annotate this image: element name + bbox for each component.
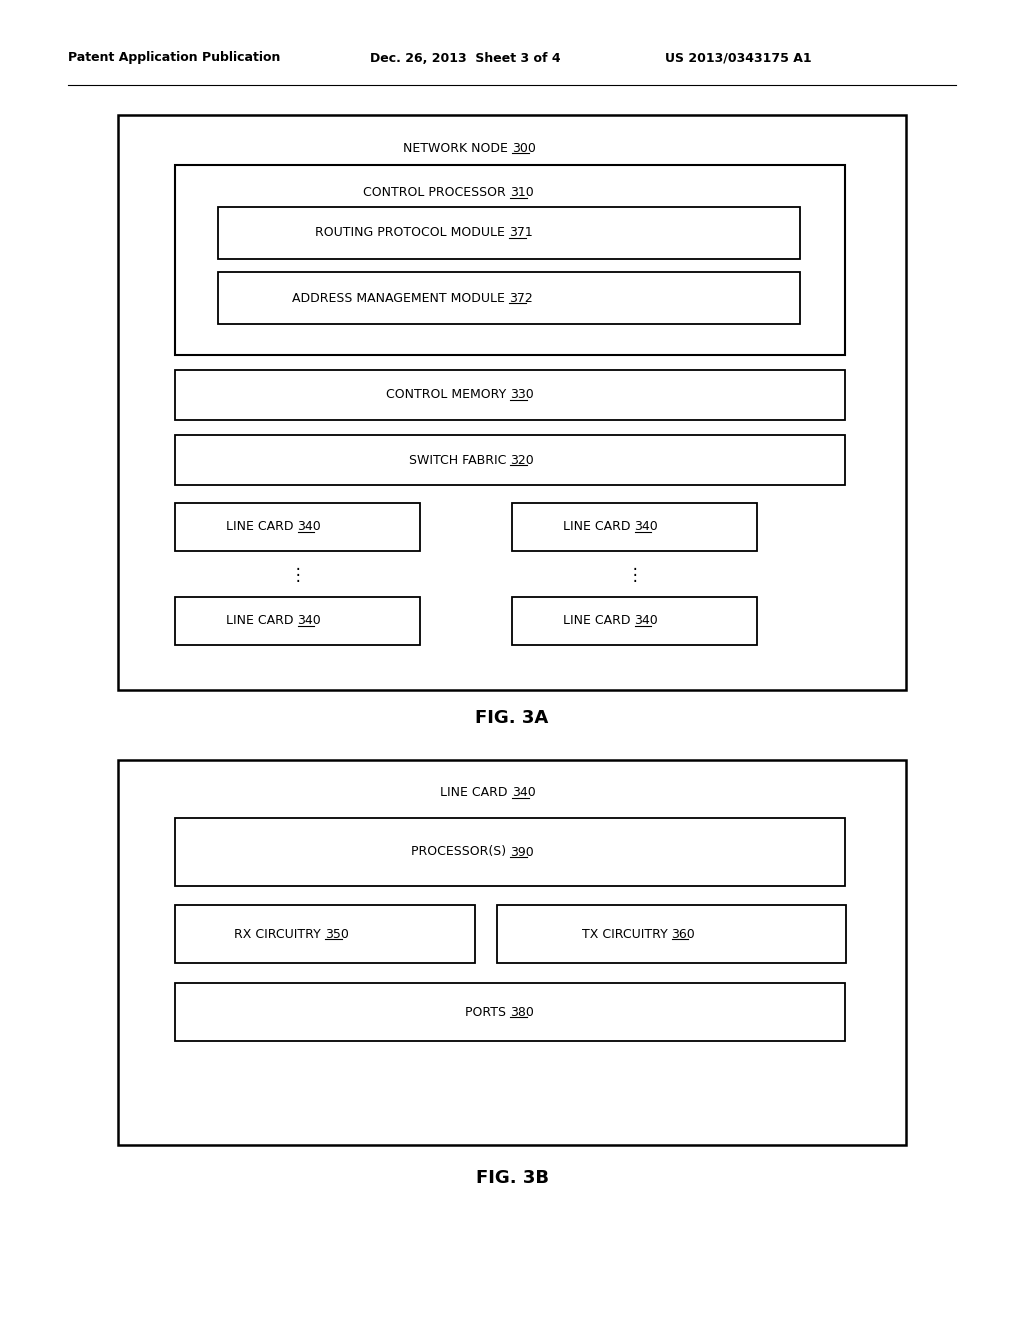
Text: ADDRESS MANAGEMENT MODULE: ADDRESS MANAGEMENT MODULE	[292, 292, 509, 305]
Text: FIG. 3B: FIG. 3B	[475, 1170, 549, 1187]
Text: NETWORK NODE: NETWORK NODE	[403, 141, 512, 154]
Text: ⋮: ⋮	[289, 566, 306, 583]
Bar	[512, 597, 757, 645]
Text: Dec. 26, 2013  Sheet 3 of 4: Dec. 26, 2013 Sheet 3 of 4	[370, 51, 560, 65]
Text: 371: 371	[509, 227, 532, 239]
Text: 340: 340	[635, 615, 658, 627]
Bar	[175, 983, 845, 1041]
Bar	[175, 165, 845, 355]
Bar	[118, 115, 906, 690]
Text: LINE CARD: LINE CARD	[226, 520, 298, 533]
Text: 340: 340	[635, 520, 658, 533]
Text: LINE CARD: LINE CARD	[563, 520, 635, 533]
Text: 360: 360	[672, 928, 695, 940]
Text: LINE CARD: LINE CARD	[563, 615, 635, 627]
Text: 372: 372	[509, 292, 532, 305]
Text: CONTROL PROCESSOR: CONTROL PROCESSOR	[364, 186, 510, 199]
Bar	[118, 760, 906, 1144]
Text: FIG. 3A: FIG. 3A	[475, 709, 549, 727]
Text: 320: 320	[510, 454, 534, 466]
Text: 300: 300	[512, 141, 536, 154]
Text: 330: 330	[510, 388, 534, 401]
Text: ROUTING PROTOCOL MODULE: ROUTING PROTOCOL MODULE	[315, 227, 509, 239]
Bar	[175, 597, 420, 645]
Text: Patent Application Publication: Patent Application Publication	[68, 51, 281, 65]
Text: ⋮: ⋮	[627, 566, 643, 583]
Text: 310: 310	[510, 186, 534, 199]
Text: 380: 380	[510, 1006, 534, 1019]
Bar	[175, 503, 420, 550]
Bar	[218, 272, 800, 323]
Text: 350: 350	[325, 928, 349, 940]
Text: 340: 340	[298, 520, 322, 533]
Bar	[512, 503, 757, 550]
Bar	[175, 906, 475, 964]
Bar	[218, 207, 800, 259]
Text: TX CIRCUITRY: TX CIRCUITRY	[582, 928, 672, 940]
Text: LINE CARD: LINE CARD	[226, 615, 298, 627]
Text: LINE CARD: LINE CARD	[440, 787, 512, 800]
Text: RX CIRCUITRY: RX CIRCUITRY	[234, 928, 325, 940]
Bar	[175, 436, 845, 484]
Text: 340: 340	[512, 787, 536, 800]
Text: US 2013/0343175 A1: US 2013/0343175 A1	[665, 51, 812, 65]
Text: 390: 390	[510, 846, 534, 858]
Text: SWITCH FABRIC: SWITCH FABRIC	[409, 454, 510, 466]
Text: 340: 340	[298, 615, 322, 627]
Bar	[175, 818, 845, 886]
Text: PORTS: PORTS	[465, 1006, 510, 1019]
Text: PROCESSOR(S): PROCESSOR(S)	[411, 846, 510, 858]
Bar	[175, 370, 845, 420]
Bar	[497, 906, 846, 964]
Text: CONTROL MEMORY: CONTROL MEMORY	[386, 388, 510, 401]
